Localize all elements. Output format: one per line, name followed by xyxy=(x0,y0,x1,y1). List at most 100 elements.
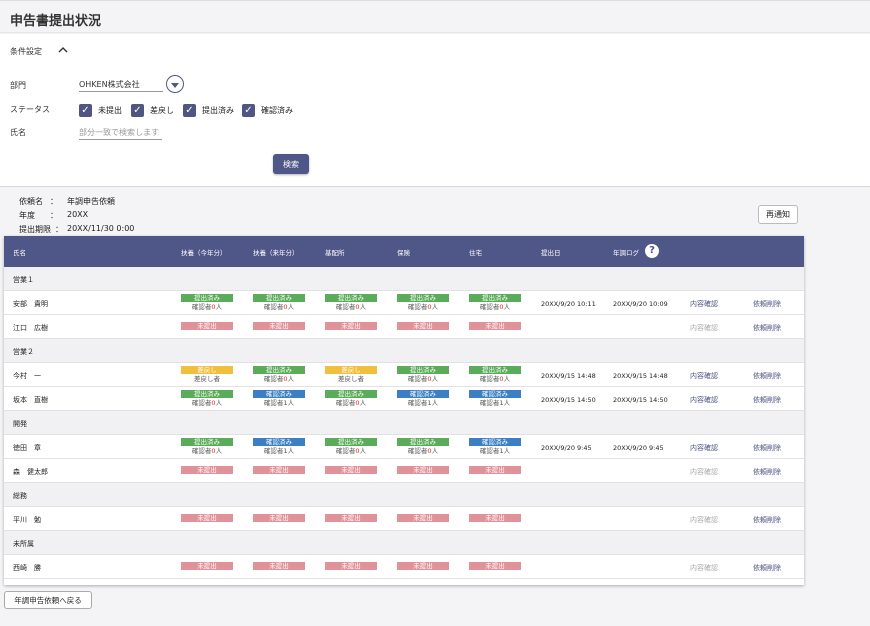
chevron-up-icon[interactable] xyxy=(58,45,68,56)
dropdown-icon[interactable] xyxy=(166,75,184,93)
status-checkbox-submitted[interactable]: ✓ 提出済み xyxy=(183,103,234,118)
help-icon[interactable]: ? xyxy=(645,244,659,258)
colon: ： xyxy=(50,211,58,220)
delete-link[interactable]: 依頼削除 xyxy=(753,372,781,380)
confirmer-count: 確認者0人 xyxy=(253,375,305,383)
delete-link[interactable]: 依頼削除 xyxy=(753,300,781,308)
name-search-input[interactable] xyxy=(79,126,162,140)
status-badge: 未提出 xyxy=(469,322,521,330)
confirmer-label: 差戻し者 xyxy=(338,375,364,383)
status-badge: 提出済み xyxy=(397,294,449,302)
group-row: 営業１ xyxy=(4,267,804,291)
delete-link[interactable]: 依頼削除 xyxy=(753,468,781,476)
status-badge: 確認済み xyxy=(469,390,521,398)
group-label: 開発 xyxy=(13,420,27,428)
status-badge: 確認済み xyxy=(397,390,449,398)
confirmer-label: 確認者 xyxy=(263,375,284,383)
table-row: 坂本 直樹 提出済み 確認者0人 確認済み 確認者1人 提出済み 確認者0人 確認済み 確認者1… xyxy=(4,387,804,411)
delete-link[interactable]: 依頼削除 xyxy=(753,444,781,452)
status-badge: 未提出 xyxy=(469,562,521,570)
confirmer-label: 差戻し者 xyxy=(194,375,220,383)
detail-link[interactable]: 内容確認 xyxy=(690,372,718,380)
name-label: 氏名 xyxy=(10,128,26,137)
confirmer-unit: 人 xyxy=(287,447,295,455)
table-row: 徳田 章提出済み 確認者0人 確認済み 確認者1人 提出済み 確認者0人 提出済み 確認者0人… xyxy=(4,435,804,459)
confirmer-label: 確認者 xyxy=(479,447,500,455)
request-year-label: 年度 xyxy=(19,211,35,220)
conditions-title[interactable]: 条件設定 xyxy=(10,47,42,56)
back-button[interactable]: 年調申告依頼へ戻る xyxy=(4,591,92,609)
status-badge: 未提出 xyxy=(325,562,377,570)
status-checkbox-returned[interactable]: ✓ 差戻し xyxy=(131,103,174,118)
employee-name: 安部 貴明 xyxy=(13,300,48,308)
employee-name: 江口 広樹 xyxy=(13,324,48,332)
confirmer-number: 0 xyxy=(427,447,432,455)
confirmer-count: 確認者0人 xyxy=(469,375,521,383)
confirmer-unit: 人 xyxy=(287,399,295,407)
delete-link[interactable]: 依頼削除 xyxy=(753,516,781,524)
confirmer-number: 0 xyxy=(355,399,360,407)
checkbox-checked-icon[interactable]: ✓ xyxy=(79,104,92,117)
confirmer-unit: 人 xyxy=(359,399,367,407)
delete-link[interactable]: 依頼削除 xyxy=(753,324,781,332)
confirmer-count: 確認者1人 xyxy=(469,399,521,407)
detail-link: 内容確認 xyxy=(690,564,718,572)
search-button[interactable]: 検索 xyxy=(273,154,309,174)
request-name-label: 依頼名 xyxy=(19,197,43,206)
employee-name: 平川 勉 xyxy=(13,516,41,524)
confirmer-label: 確認者 xyxy=(263,399,284,407)
employee-name: 今村 一 xyxy=(13,372,41,380)
confirmer-number: 0 xyxy=(211,303,216,311)
confirmer-count: 確認者0人 xyxy=(181,447,233,455)
confirmer-label: 確認者 xyxy=(407,375,428,383)
col-header-dependents-this-year: 扶養（今年分） xyxy=(181,249,227,257)
detail-link[interactable]: 内容確認 xyxy=(690,300,718,308)
confirmer-unit: 人 xyxy=(215,303,223,311)
status-label: ステータス xyxy=(10,105,50,114)
confirmer-number: 0 xyxy=(427,375,432,383)
status-checkbox-confirmed[interactable]: ✓ 確認済み xyxy=(242,103,293,118)
confirmer-number: 0 xyxy=(427,303,432,311)
status-badge: 提出済み xyxy=(397,438,449,446)
confirmer-count: 確認者0人 xyxy=(325,303,377,311)
confirmer-count: 差戻し者 xyxy=(325,375,377,383)
status-badge: 確認済み xyxy=(469,438,521,446)
confirmer-count: 確認者0人 xyxy=(181,303,233,311)
checkbox-checked-icon[interactable]: ✓ xyxy=(131,104,144,117)
submitted-date: 20XX/9/15 14:48 xyxy=(541,372,596,380)
confirmer-label: 確認者 xyxy=(191,303,212,311)
colon: ： xyxy=(55,225,63,234)
status-badge: 提出済み xyxy=(253,294,305,302)
submitted-date: 20XX/9/20 10:11 xyxy=(541,300,596,308)
checkbox-checked-icon[interactable]: ✓ xyxy=(242,104,255,117)
confirmer-unit: 人 xyxy=(359,447,367,455)
delete-link[interactable]: 依頼削除 xyxy=(753,564,781,572)
checkbox-checked-icon[interactable]: ✓ xyxy=(183,104,196,117)
status-checkbox-not-submitted[interactable]: ✓ 未提出 xyxy=(79,103,122,118)
status-badge: 提出済み xyxy=(325,390,377,398)
log-date: 20XX/9/15 14:48 xyxy=(613,372,668,380)
confirmer-unit: 人 xyxy=(431,399,439,407)
status-badge: 未提出 xyxy=(397,514,449,522)
status-badge: 未提出 xyxy=(397,562,449,570)
status-badge: 提出済み xyxy=(325,294,377,302)
confirmer-unit: 人 xyxy=(215,447,223,455)
confirmer-number: 0 xyxy=(499,303,504,311)
col-header-submitted-date: 提出日 xyxy=(541,249,561,257)
renotify-button[interactable]: 再通知 xyxy=(758,205,798,224)
delete-link[interactable]: 依頼削除 xyxy=(753,396,781,404)
confirmer-count: 確認者0人 xyxy=(397,303,449,311)
detail-link[interactable]: 内容確認 xyxy=(690,396,718,404)
table-row: 森 健太郎 未提出 未提出 未提出 未提出 未提出 内容確認 依頼削除 xyxy=(4,459,804,483)
detail-link[interactable]: 内容確認 xyxy=(690,444,718,452)
confirmer-number: 0 xyxy=(355,303,360,311)
dept-select[interactable]: OHKEN株式会社 xyxy=(79,78,163,92)
group-row: 営業２ xyxy=(4,339,804,363)
submitted-date: 20XX/9/15 14:50 xyxy=(541,396,596,404)
group-row: 総務 xyxy=(4,483,804,507)
confirmer-number: 1 xyxy=(283,447,288,455)
confirmer-number: 0 xyxy=(499,375,504,383)
confirmer-number: 0 xyxy=(211,447,216,455)
confirmer-unit: 人 xyxy=(503,447,511,455)
table-row: 今村 一差戻し 差戻し者 提出済み 確認者0人 差戻し 差戻し者 提出済み 確認者0人 提出済み… xyxy=(4,363,804,387)
